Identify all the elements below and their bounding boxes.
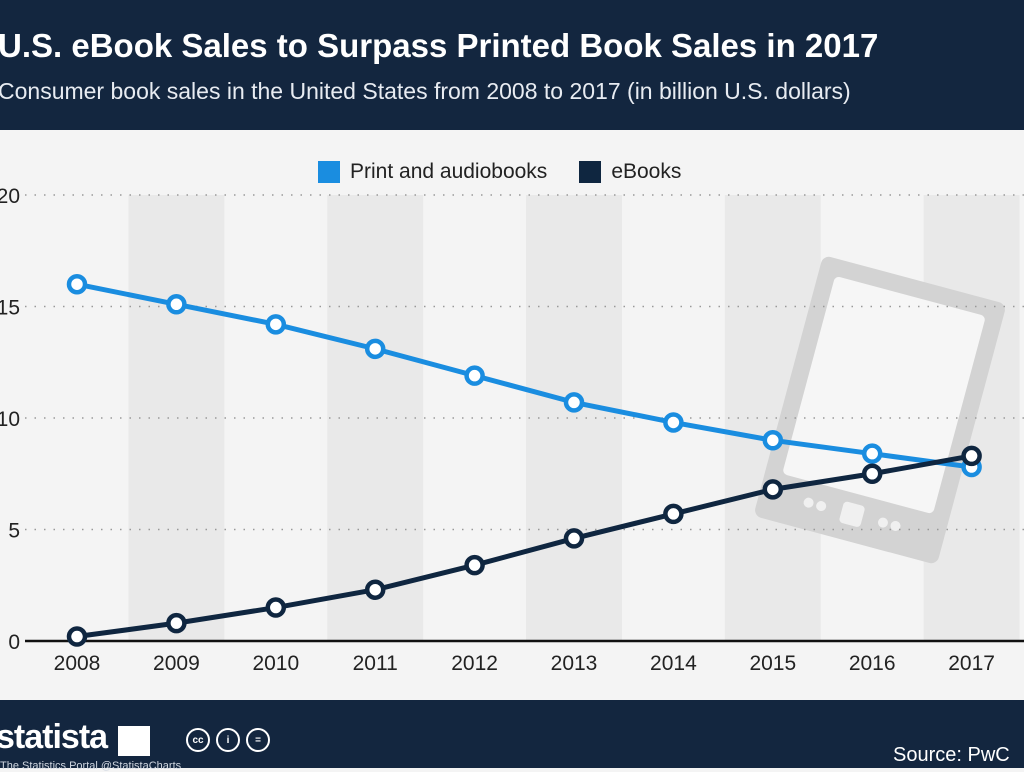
legend-swatch (318, 161, 340, 183)
tagline: The Statistics Portal @StatistaCharts (0, 760, 182, 772)
x-tick-label: 2012 (451, 652, 498, 675)
series-line-1 (76, 453, 973, 640)
y-tick-label: 15 (0, 297, 20, 320)
x-tick-label: 2008 (54, 652, 101, 675)
x-tick-label: 2014 (650, 652, 697, 675)
data-point (464, 365, 485, 386)
data-point (364, 579, 386, 600)
chart-subtitle: Consumer book sales in the United States… (0, 78, 851, 104)
legend-item-print: Print and audiobooks (318, 160, 547, 184)
data-point (265, 314, 287, 335)
data-point (663, 503, 684, 525)
y-tick-label: 5 (8, 520, 20, 543)
data-point (166, 612, 187, 634)
cc-icon: cc (186, 728, 210, 752)
band (327, 195, 424, 641)
x-tick-label: 2010 (252, 652, 299, 675)
chart-title: U.S. eBook Sales to Surpass Printed Book… (0, 27, 879, 64)
legend-item-ebooks: eBooks (579, 160, 681, 184)
x-tick-label: 2013 (551, 652, 598, 675)
data-point (464, 554, 485, 576)
data-point (563, 392, 585, 413)
series-line-0 (76, 281, 972, 470)
x-tick-label: 2015 (749, 652, 796, 675)
data-point (563, 528, 585, 549)
line-chart: 0 5 10 15 20 2008 2009 2010 2011 2012 2013 2014 2015… (0, 185, 1024, 675)
band (128, 195, 225, 641)
header: U.S. eBook Sales to Surpass Printed Book… (0, 0, 1024, 130)
source-label: Source: PwC (893, 744, 1010, 766)
x-tick-label: 2016 (849, 652, 896, 675)
data-point (961, 445, 982, 467)
nd-icon: = (246, 728, 270, 752)
data-point (166, 294, 187, 315)
data-point (663, 412, 684, 433)
x-tick-label: 2017 (948, 652, 995, 675)
data-point (66, 273, 88, 295)
y-tick-label: 10 (0, 408, 20, 431)
statista-logo-icon (118, 726, 150, 756)
legend-label: Print and audiobooks (350, 160, 548, 183)
data-point (861, 443, 883, 464)
x-tick-label: 2011 (353, 652, 398, 675)
plot-area: 0 5 10 15 20 2008 2009 2010 2011 2012 2013 2014 2015… (0, 130, 1024, 700)
data-point (762, 430, 784, 451)
data-point (66, 626, 88, 647)
legend-label: eBooks (611, 160, 682, 183)
footer: statista The Statistics Portal @Statista… (0, 700, 1024, 772)
by-icon: i (216, 728, 240, 752)
data-point (762, 479, 784, 500)
legend: Print and audiobooks eBooks (318, 160, 713, 184)
y-tick-label: 0 (8, 631, 20, 654)
data-point (265, 597, 287, 618)
tablet-icon (755, 256, 1005, 564)
x-tick-label: 2009 (153, 652, 200, 675)
creative-commons-icons: cc i = (186, 728, 270, 752)
statista-logo[interactable]: statista (0, 718, 108, 756)
data-point (861, 463, 883, 484)
legend-swatch (579, 161, 602, 183)
band (526, 195, 622, 641)
y-tick-label: 20 (0, 185, 20, 208)
data-point (364, 338, 386, 360)
